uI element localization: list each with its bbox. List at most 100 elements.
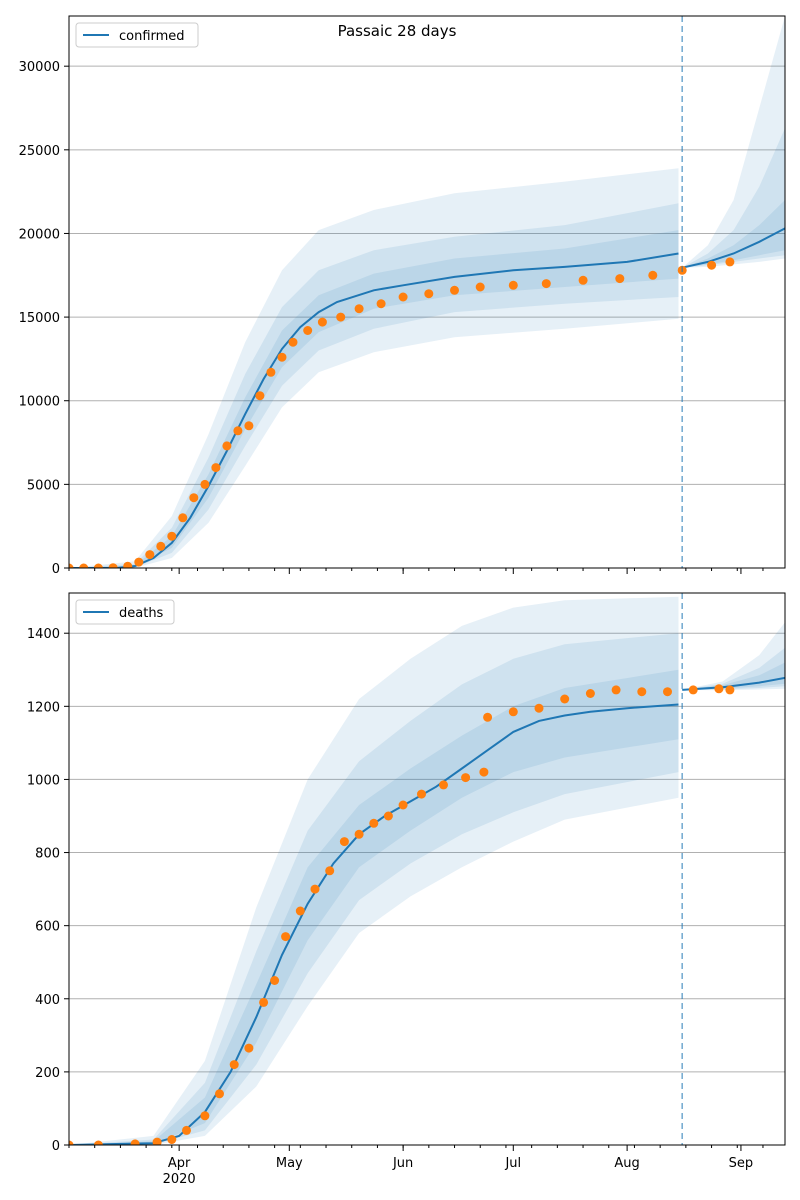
observed-point [244,421,254,431]
observed-point [200,479,210,489]
y-tick-label: 0 [52,562,60,577]
y-tick-label: 0 [52,1139,60,1154]
observed-point [310,884,320,894]
observed-point [156,541,166,551]
observed-point [534,703,544,713]
observed-point [707,260,717,270]
band-inner [69,230,679,568]
observed-point [336,312,346,322]
confirmed-chart: 0 5000 10000 15000 20000 25000 30000 confirmed [19,15,786,577]
observed-point [69,1140,74,1145]
axes-frame [68,15,786,569]
observed-point [725,685,735,695]
x-tick-label: Sep [729,1156,754,1171]
observed-point [182,1125,191,1135]
y-tick-label: 1000 [27,773,60,788]
observed-point [354,304,364,314]
observed-point [295,906,305,916]
observed-point [167,1135,177,1144]
observed-point [259,997,269,1007]
legend: confirmed [75,22,199,48]
observed-point [560,694,570,704]
x-tick-label: May [276,1156,303,1171]
observed-point [145,550,155,560]
observed-point [398,292,408,302]
observed-point [688,685,698,695]
observed-point [222,441,232,451]
observed-point [281,932,291,942]
observed-point [339,837,349,847]
confirmed-line [69,252,679,568]
observed-point [167,531,177,541]
observed-point [178,513,188,523]
band-outer [69,168,679,568]
observed-point [189,493,199,503]
y-tick-label: 600 [35,920,60,935]
observed-point [229,1060,239,1070]
y-tick-label: 200 [35,1066,60,1081]
observed-point [215,1089,224,1099]
observed-point [417,789,426,799]
observed-point [93,1140,103,1145]
observed-point [317,317,327,327]
observed-point [211,463,221,473]
forecast-band-outer [682,622,785,691]
observed-point [461,773,471,783]
y-tick-label: 5000 [27,478,60,493]
observed-point [93,563,103,568]
observed-point [369,818,379,828]
forecast-band-inner [682,200,785,268]
y-tick-label: 1200 [27,700,60,715]
observed-point [134,557,144,567]
observed-point [325,866,335,876]
x-tick-sublabel: 2020 [163,1172,196,1187]
observed-point [439,780,448,790]
observed-point [123,561,133,568]
y-tick-label: 400 [35,993,60,1008]
observed-point [541,279,551,289]
legend: deaths [75,599,175,625]
observed-point [398,800,408,810]
observed-point [108,563,118,568]
band-middle [69,633,679,1145]
observed-point [483,712,493,722]
observed-point [79,563,89,568]
observed-point [508,280,518,290]
forecast-line [681,227,785,269]
y-tick-label: 20000 [19,227,60,242]
observed-point [376,299,386,309]
observed-point [233,426,243,436]
observed-point [714,684,724,694]
observed-point [383,811,393,821]
observed-point [303,326,313,335]
observed-point [637,687,647,697]
observed-point [424,289,434,299]
observed-point [450,285,459,295]
x-tick-label: Jun [392,1156,413,1171]
plot-area [69,16,785,568]
observed-point [725,257,735,267]
forecast-line [682,676,785,691]
forecast-band-middle [682,647,785,690]
observed-point [578,275,588,285]
figure-title: Passaic 28 days [338,22,457,40]
legend-box [75,599,175,625]
forecast-band-outer [682,16,785,268]
observed-point [663,687,672,697]
observed-point [479,767,489,777]
observed-point [266,367,276,377]
observed-point [255,391,265,401]
x-tick-label: Apr [168,1156,191,1171]
observed-point [288,337,298,347]
x-tick-label: Aug [614,1156,639,1171]
legend-label: confirmed [119,29,185,44]
observed-point [611,685,621,695]
y-tick-label: 30000 [19,60,60,75]
forecast-band-middle [682,128,785,268]
observed-point [615,274,625,284]
observed-point [648,270,658,280]
band-outer [69,596,679,1145]
band-inner [69,669,679,1145]
